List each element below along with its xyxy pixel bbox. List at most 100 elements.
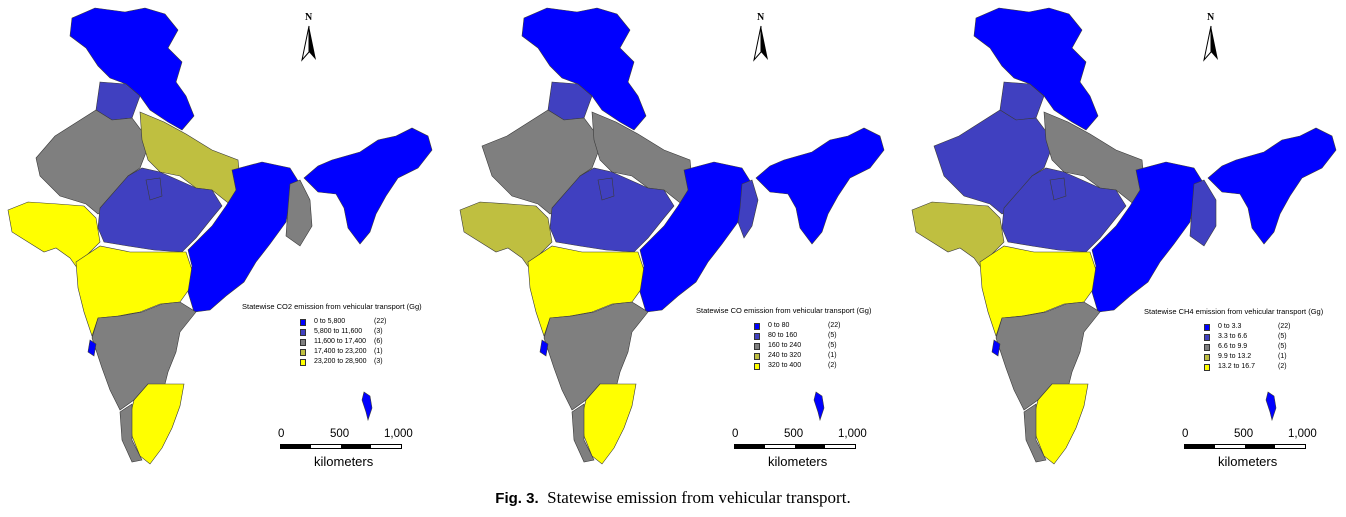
legend-title: Statewise CO emission from vehicular tra… [696,306,872,315]
region-jammu-kashmir [973,7,1099,131]
legend-swatch [1204,363,1210,371]
legend-swatch [1204,353,1210,361]
legend-count: (1) [374,348,383,355]
region-madhya-pradesh [1001,167,1127,253]
legend-item: 80 to 160 (5) [754,331,871,341]
map-panel-co2: N Statewise CO2 emission from vehicular … [0,0,448,475]
legend-range: 13.2 to 16.7 [1218,363,1255,370]
legend-item: 160 to 240 (5) [754,341,871,351]
region-jharkhand [737,179,759,239]
north-arrow-icon [301,25,316,62]
scale-tick-1000: 1,000 [384,428,413,440]
legend-count: (5) [828,332,837,339]
region-northeast [303,127,433,245]
legend-item: 17,400 to 23,200 (1) [300,347,422,357]
region-jharkhand [1189,179,1217,247]
legend-co2: Statewise CO2 emission from vehicular tr… [242,302,422,367]
scale-tick-0: 0 [1182,428,1189,440]
legend-range: 23,200 to 28,900 [314,358,367,365]
legend-swatch [300,318,306,326]
region-andaman-islands [813,391,825,422]
north-label: N [1207,12,1215,23]
legend-count: (5) [1278,333,1287,340]
legend-item: 5,800 to 11,600 (3) [300,327,422,337]
map-panel-co: N Statewise CO emission from vehicular t… [452,0,900,475]
scale-tick-0: 0 [732,428,739,440]
legend-range: 5,800 to 11,600 [314,328,363,335]
legend-range: 160 to 240 [768,342,802,349]
legend-range: 6.6 to 9.9 [1218,343,1248,350]
scale-tick-1000: 1,000 [838,428,867,440]
legend-item: 0 to 5,800 (22) [300,317,422,327]
legend-swatch [754,342,760,350]
north-arrow-icon [1203,25,1218,62]
legend-range: 9.9 to 13.2 [1218,353,1252,360]
region-uttar-pradesh [1043,111,1145,207]
north-arrow-icon [753,25,768,62]
legend-item: 320 to 400 (2) [754,361,871,371]
north-arrow: N [1200,12,1222,62]
india-map-co [459,7,885,465]
region-kerala [1023,403,1047,463]
legend-item: 6.6 to 9.9 (5) [1204,342,1323,352]
figure-label: Fig. 3. [495,490,539,507]
legend-swatch [754,362,760,370]
legend-swatch [300,338,306,346]
figure-caption: Fig. 3. Statewise emission from vehicula… [0,488,1346,508]
legend-range: 80 to 160 [768,332,798,339]
map-panel-ch4: N Statewise CH4 emission from vehicular … [904,0,1346,475]
north-arrow: N [750,12,772,62]
legend-co: Statewise CO emission from vehicular tra… [696,306,871,371]
legend-count: (1) [1278,353,1287,360]
legend-range: 240 to 320 [768,352,802,359]
region-goa [87,339,97,357]
north-label: N [305,12,313,23]
scale-bar-graphic [734,444,856,449]
scale-bar: 0 500 1,000 kilometers [732,428,882,469]
north-label: N [757,12,765,23]
legend-title: Statewise CH4 emission from vehicular tr… [1144,307,1324,316]
legend-range: 0 to 5,800 [314,318,346,325]
legend-item: 0 to 3.3 (22) [1204,322,1323,332]
scale-bar: 0 500 1,000 kilometers [1182,428,1332,469]
legend-swatch [300,328,306,336]
legend-item: 13.2 to 16.7 (2) [1204,362,1323,372]
legend-swatch [754,352,760,360]
legend-title: Statewise CO2 emission from vehicular tr… [242,302,422,311]
figure-caption-text: Statewise emission from vehicular transp… [547,488,851,507]
legend-swatch [754,332,760,340]
region-kerala [119,403,143,463]
legend-range: 11,600 to 17,400 [314,338,367,345]
scale-tick-1000: 1,000 [1288,428,1317,440]
legend-count: (2) [1278,363,1287,370]
legend-swatch [1204,333,1210,341]
region-uttar-pradesh [139,111,241,207]
region-kerala [571,403,595,463]
region-andaman-islands [361,391,373,422]
region-delhi [1049,177,1067,201]
region-madhya-pradesh [97,167,223,253]
region-karnataka [543,301,649,411]
scale-bar-graphic [1184,444,1306,449]
legend-count: (6) [374,338,383,345]
legend-range: 0 to 3.3 [1218,323,1242,330]
region-madhya-pradesh [549,167,675,253]
legend-swatch [300,358,306,366]
legend-range: 0 to 80 [768,322,790,329]
india-map-co2 [7,7,433,465]
region-karnataka [91,301,197,411]
india-map-ch4 [911,7,1337,465]
region-northeast [1207,127,1337,245]
region-northeast [755,127,885,245]
scale-tick-500: 500 [1234,428,1254,440]
region-karnataka [995,301,1101,411]
legend-count: (1) [828,352,837,359]
scale-bar: 0 500 1,000 kilometers [278,428,428,469]
legend-item: 11,600 to 17,400 (6) [300,337,422,347]
region-goa [991,339,1001,357]
legend-count: (22) [1278,323,1291,330]
legend-range: 17,400 to 23,200 [314,348,367,355]
scale-tick-0: 0 [278,428,285,440]
region-jammu-kashmir [521,7,647,131]
scale-unit: kilometers [1218,454,1278,469]
